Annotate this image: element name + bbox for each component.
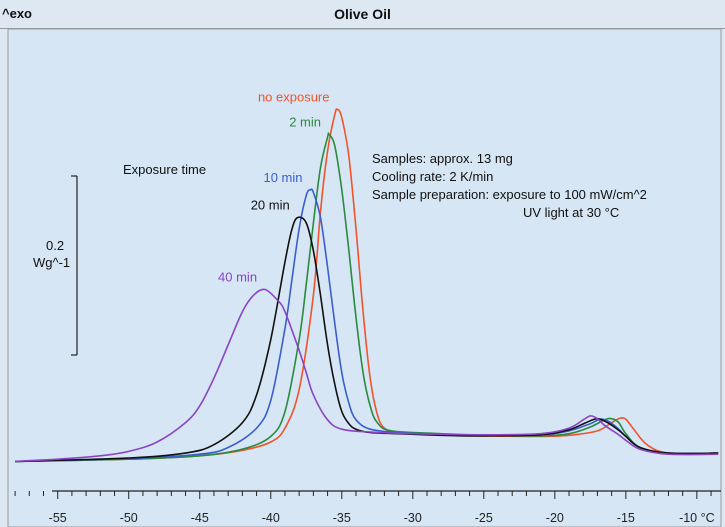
x-tick-label: -50 xyxy=(120,511,138,525)
x-axis: -55 -50 -45 -40 -35 -30 -25 -20 -15 -10 °C xyxy=(14,490,721,525)
x-tick-label: -10 °C xyxy=(679,511,715,525)
scale-bar-unit: Wg^-1 xyxy=(33,255,71,270)
series-line-4 xyxy=(15,288,719,463)
series-label: 20 min xyxy=(251,197,290,212)
x-tick-label: -15 xyxy=(617,511,635,525)
experiment-notes: Samples: approx. 13 mg Cooling rate: 2 K… xyxy=(372,150,647,222)
series-layer xyxy=(15,108,719,463)
exo-direction-label: ^exo xyxy=(2,6,32,21)
x-tick-label: -55 xyxy=(49,511,67,525)
x-tick-label: -35 xyxy=(333,511,351,525)
series-line-1 xyxy=(15,132,719,463)
x-tick-label: -30 xyxy=(404,511,422,525)
x-tick-label: -40 xyxy=(262,511,280,525)
series-line-3 xyxy=(15,216,719,463)
x-tick-label: -45 xyxy=(191,511,209,525)
note-uv-light: UV light at 30 °C xyxy=(523,205,620,220)
series-label: 40 min xyxy=(218,270,257,285)
series-label: 2 min xyxy=(289,114,321,129)
chart-title: Olive Oil xyxy=(334,6,391,22)
legend-title: Exposure time xyxy=(123,162,207,177)
series-line-2 xyxy=(15,188,719,463)
series-label-layer: no exposure 2 min 10 min 20 min 40 min xyxy=(218,89,329,284)
scale-bar-value: 0.2 xyxy=(46,238,65,253)
plot-frame xyxy=(7,28,722,527)
note-samples: Samples: approx. 13 mg xyxy=(372,151,513,166)
series-line-0 xyxy=(15,108,719,463)
series-label: 10 min xyxy=(263,170,302,185)
note-cooling-rate: Cooling rate: 2 K/min xyxy=(372,169,494,184)
series-label: no exposure xyxy=(258,89,330,104)
scale-bar xyxy=(71,175,78,356)
x-tick-label: -20 xyxy=(546,511,564,525)
note-sample-preparation: Sample preparation: exposure to 100 mW/c… xyxy=(372,187,647,202)
x-tick-label: -25 xyxy=(475,511,493,525)
